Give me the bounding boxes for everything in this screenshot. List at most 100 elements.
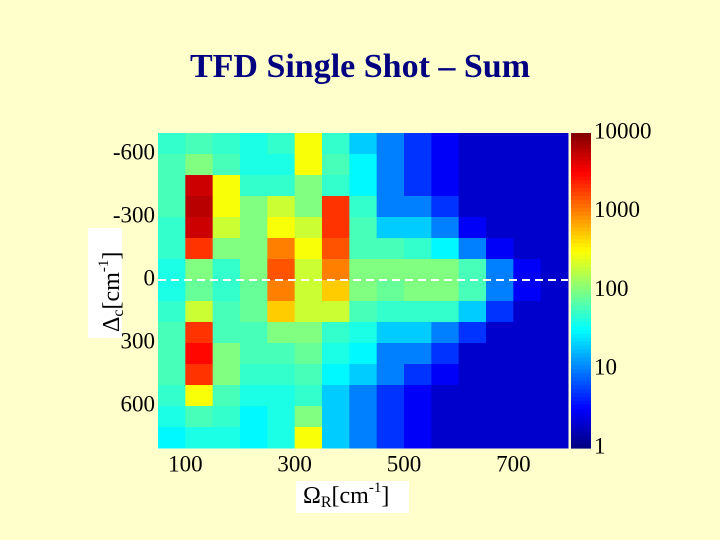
colorbar-step [571,373,591,378]
heat-cell [240,238,268,260]
x-label-close: ] [381,483,389,509]
colorbar-step [571,377,591,382]
heat-cell [212,154,241,176]
heat-cell [513,217,542,239]
heat-cell [240,217,268,239]
heat-cell [240,133,268,155]
colorbar-step [571,428,591,433]
heat-cell [349,364,378,386]
heat-cell [267,364,296,386]
x-tick-label: 300 [277,451,312,476]
heat-cell [240,385,268,407]
xlabel-box [296,481,409,513]
heat-cell [540,406,569,428]
heat-cell [185,154,214,176]
colorbar-tick-label: 100 [594,276,629,301]
heat-cell [240,364,268,386]
heat-cell [240,301,268,323]
x-tick-label: 100 [168,451,203,476]
y-axis-label: Δc[cm-1] [96,252,126,332]
colorbar-step [571,274,591,280]
colorbar-step [571,341,591,347]
colorbar-step [571,294,591,299]
colorbar-step [571,436,591,441]
colorbar-step [571,424,591,429]
heat-cell [158,322,186,344]
heat-cell [212,406,241,428]
heat-cell [322,175,350,197]
heat-cell [458,385,487,407]
heat-cell [267,238,296,260]
heat-cell [404,217,432,239]
x-tick-label: 500 [387,451,422,476]
colorbar-step [571,192,591,197]
heat-cell [486,406,514,428]
heat-cell [267,154,296,176]
heat-cell [431,406,460,428]
heat-cell [349,406,378,428]
heat-cell [349,280,378,302]
heat-cell [431,280,460,302]
heat-cell [376,217,405,239]
colorbar-step [571,196,591,201]
x-axis-label: ΩR[cm-1] [303,480,389,510]
heat-cell [185,175,214,197]
heat-cell [294,133,323,155]
colorbar-step [571,333,591,339]
heat-cell [158,343,186,365]
colorbar-tick-label: 10 [594,355,617,380]
heat-cell [540,385,569,407]
heat-cell [486,385,514,407]
heat-cell [431,322,460,344]
colorbar-step [571,314,591,319]
colorbar-step [571,365,591,370]
colorbar-tick-label: 1 [594,433,606,458]
heat-cell [212,343,241,365]
heat-cell [212,175,241,197]
heat-cell [486,217,514,239]
colorbar-step [571,215,591,221]
colorbar-step [571,325,591,331]
heat-cell [458,343,487,365]
x-label-subscript: R [321,494,332,511]
colorbar-step [571,160,591,166]
heat-cell [376,175,405,197]
heat-cell [486,364,514,386]
heat-cell [513,259,542,281]
heat-cell [486,259,514,281]
heat-cell [322,385,350,407]
heat-cell [376,259,405,281]
heat-cell [267,406,296,428]
heat-cell [431,196,460,218]
heat-cell [431,133,460,155]
heat-cell [349,301,378,323]
colorbar-step [571,357,591,362]
heat-cell [322,301,350,323]
heat-cell [431,259,460,281]
heat-cell [212,259,241,281]
heat-cell [458,322,487,344]
colorbar-step [571,385,591,390]
heat-cell [431,217,460,239]
colorbar-step [571,381,591,386]
colorbar-step [571,440,591,445]
colorbar-step [571,239,591,244]
heat-cell [322,217,350,239]
heat-cell [513,322,542,344]
heat-cell [185,385,214,407]
colorbar-step [571,400,591,406]
heat-cell [240,406,268,428]
heat-cell [267,175,296,197]
heat-cell [158,259,186,281]
heat-cell [212,385,241,407]
heat-cell [486,238,514,260]
y-label-symbol: Δ [99,317,125,332]
heat-cell [486,175,514,197]
heat-cell [158,280,186,302]
y-tick-label: -600 [113,139,155,164]
heat-cell [513,301,542,323]
y-tick-label: 0 [144,265,156,290]
heat-cell [267,343,296,365]
heat-cell [540,343,569,365]
heat-cell [349,154,378,176]
